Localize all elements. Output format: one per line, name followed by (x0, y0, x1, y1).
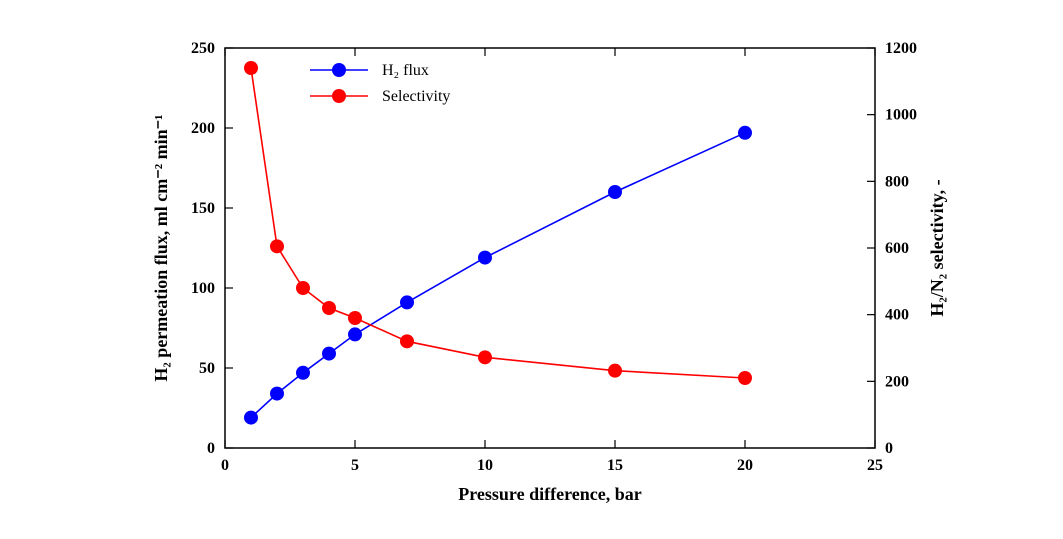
x-tick-label: 15 (607, 457, 623, 474)
x-tick-label: 20 (737, 457, 753, 474)
yl-tick-label: 100 (191, 280, 215, 297)
legend-flux-marker (332, 63, 346, 77)
x-tick-label: 5 (351, 457, 359, 474)
flux-marker (478, 251, 492, 265)
y-left-axis-title: H₂ permeation flux, ml cm⁻² min⁻¹ (151, 114, 171, 381)
selectivity-marker (270, 239, 284, 253)
yl-tick-label: 0 (207, 440, 215, 457)
selectivity-marker (478, 350, 492, 364)
yr-tick-label: 1200 (885, 40, 917, 57)
flux-marker (322, 347, 336, 361)
chart-container: 0 5 10 15 20 25 Pressure difference, bar 0 50 100… (0, 0, 1063, 539)
flux-marker (244, 411, 258, 425)
yr-tick-label: 800 (885, 173, 909, 190)
flux-marker (270, 387, 284, 401)
selectivity-marker (608, 364, 622, 378)
plot-area (225, 48, 875, 448)
legend-selectivity-label: Selectivity (382, 88, 450, 105)
yr-tick-label: 200 (885, 373, 909, 390)
flux-marker (738, 126, 752, 140)
legend-flux-label: H₂ flux (382, 62, 429, 79)
yl-tick-label: 50 (199, 360, 215, 377)
yr-tick-label: 0 (885, 440, 893, 457)
selectivity-marker (348, 311, 362, 325)
legend-selectivity-marker (332, 89, 346, 103)
yr-tick-label: 400 (885, 307, 909, 324)
yl-tick-label: 150 (191, 200, 215, 217)
yl-tick-label: 250 (191, 40, 215, 57)
selectivity-marker (296, 281, 310, 295)
x-axis-title: Pressure difference, bar (458, 484, 641, 504)
x-tick-label: 0 (221, 457, 229, 474)
selectivity-marker (322, 301, 336, 315)
flux-marker (608, 185, 622, 199)
flux-marker (348, 327, 362, 341)
yr-tick-label: 1000 (885, 107, 917, 124)
chart-svg: 0 5 10 15 20 25 Pressure difference, bar 0 50 100… (0, 0, 1063, 539)
selectivity-line (251, 68, 745, 378)
flux-marker (400, 295, 414, 309)
y-right-axis-title: H₂/N₂ selectivity, - (927, 179, 947, 316)
selectivity-marker (400, 334, 414, 348)
flux-line (251, 133, 745, 418)
yl-tick-label: 200 (191, 120, 215, 137)
flux-marker (296, 366, 310, 380)
x-tick-label: 25 (867, 457, 883, 474)
x-tick-label: 10 (477, 457, 493, 474)
yr-tick-label: 600 (885, 240, 909, 257)
selectivity-marker (738, 371, 752, 385)
selectivity-marker (244, 61, 258, 75)
